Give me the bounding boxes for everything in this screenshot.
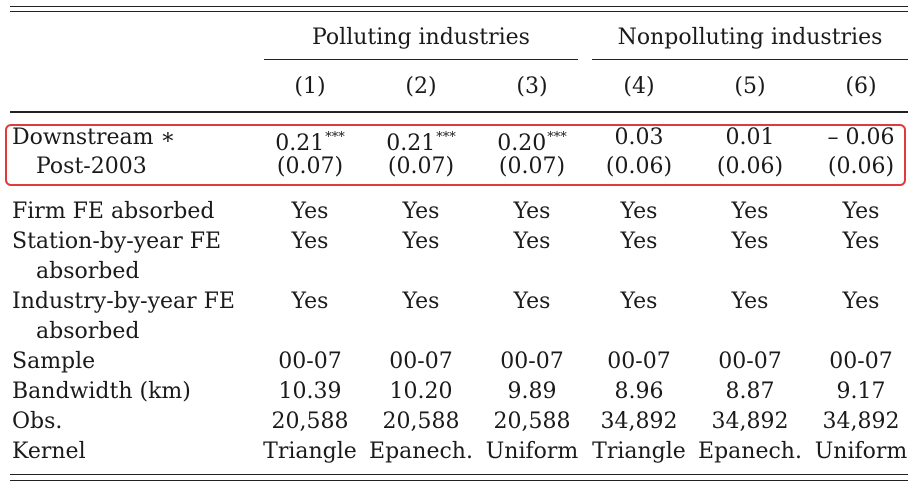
table-cell: Yes	[842, 229, 880, 254]
bottom-rule	[10, 474, 908, 475]
table-cell: 8.87	[725, 379, 775, 404]
table-cell: Yes	[291, 229, 329, 254]
row-label: absorbed	[36, 259, 140, 284]
table-cell: 00-07	[278, 349, 342, 374]
row-label: Firm FE absorbed	[12, 199, 215, 224]
row-label: Sample	[12, 349, 96, 374]
table-cell: Yes	[402, 289, 440, 314]
table-cell: Yes	[731, 289, 769, 314]
table-cell: 34,892	[822, 409, 900, 434]
std-error-cell: (0.07)	[498, 154, 566, 179]
table-cell: Uniform	[485, 439, 579, 464]
header-rule	[10, 111, 908, 113]
table-cell: 8.96	[614, 379, 664, 404]
coefficient-cell: 0.20***	[476, 123, 588, 156]
table-cell: 10.20	[389, 379, 453, 404]
coefficient-cell: 0.21***	[254, 123, 366, 156]
coefficient-cell: 0.01	[694, 123, 806, 153]
significance-stars: ***	[547, 130, 567, 145]
table-cell: 20,588	[493, 409, 571, 434]
std-error-cell: (0.07)	[387, 154, 455, 179]
column-header: (2)	[405, 74, 437, 99]
significance-stars: ***	[436, 130, 456, 145]
coefficient-value: 0.03	[614, 125, 664, 150]
coefficient-cell: 0.03	[583, 123, 695, 153]
coefficient-value: 0.21	[386, 131, 436, 156]
group-header-polluting: Polluting industries	[312, 25, 530, 50]
table-cell: Triangle	[263, 439, 357, 464]
coefficient-cell: – 0.06	[805, 123, 916, 153]
std-error-cell: (0.06)	[605, 154, 673, 179]
table-cell: Yes	[513, 229, 551, 254]
table-cell: Yes	[731, 199, 769, 224]
row-label: Kernel	[12, 439, 86, 464]
table-cell: 00-07	[389, 349, 453, 374]
group-header-nonpolluting: Nonpolluting industries	[617, 25, 883, 50]
row-label: Bandwidth (km)	[12, 379, 191, 404]
coefficient-value: 0.01	[725, 125, 775, 150]
table-cell: Epanech.	[369, 439, 473, 464]
bottom-rule-inner	[10, 480, 908, 481]
row-label: Obs.	[12, 409, 63, 434]
table-cell: Yes	[402, 229, 440, 254]
coefficient-value: – 0.06	[827, 125, 895, 150]
significance-stars: ***	[325, 130, 345, 145]
row-label-treatment: Downstream ∗	[12, 125, 176, 150]
row-label: Station-by-year FE	[12, 229, 222, 254]
column-header: (6)	[845, 74, 877, 99]
table-cell: Uniform	[814, 439, 908, 464]
table-cell: Yes	[842, 199, 880, 224]
table-cell: 20,588	[271, 409, 349, 434]
table-cell: 34,892	[711, 409, 789, 434]
table-cell: Epanech.	[698, 439, 802, 464]
table-cell: 10.39	[278, 379, 342, 404]
table-cell: 00-07	[607, 349, 671, 374]
table-cell: Yes	[620, 289, 658, 314]
table-cell: Triangle	[592, 439, 686, 464]
table-cell: Yes	[620, 229, 658, 254]
table-cell: 34,892	[600, 409, 678, 434]
table-cell: Yes	[513, 199, 551, 224]
table-cell: 00-07	[500, 349, 564, 374]
table-cell: Yes	[620, 199, 658, 224]
column-header: (4)	[623, 74, 655, 99]
table-cell: Yes	[291, 199, 329, 224]
table-cell: 20,588	[382, 409, 460, 434]
row-label: absorbed	[36, 319, 140, 344]
std-error-cell: (0.07)	[276, 154, 344, 179]
highlight-box	[5, 124, 906, 186]
row-label-treatment-cont: Post-2003	[36, 154, 147, 179]
top-rule	[10, 6, 908, 7]
table-cell: 00-07	[829, 349, 893, 374]
coefficient-value: 0.20	[497, 131, 547, 156]
table-cell: 9.17	[836, 379, 886, 404]
table-cell: Yes	[402, 199, 440, 224]
column-header: (3)	[516, 74, 548, 99]
std-error-cell: (0.06)	[716, 154, 784, 179]
table-cell: 00-07	[718, 349, 782, 374]
table-cell: Yes	[731, 229, 769, 254]
top-rule-inner	[10, 11, 908, 12]
coefficient-value: 0.21	[275, 131, 325, 156]
table-cell: 9.89	[507, 379, 557, 404]
table-cell: Yes	[842, 289, 880, 314]
group-rule-nonpolluting	[592, 59, 908, 60]
group-rule-polluting	[264, 59, 578, 60]
table-cell: Yes	[513, 289, 551, 314]
coefficient-cell: 0.21***	[365, 123, 477, 156]
column-header: (1)	[294, 74, 326, 99]
std-error-cell: (0.06)	[827, 154, 895, 179]
table-cell: Yes	[291, 289, 329, 314]
column-header: (5)	[734, 74, 766, 99]
row-label: Industry-by-year FE	[12, 289, 235, 314]
